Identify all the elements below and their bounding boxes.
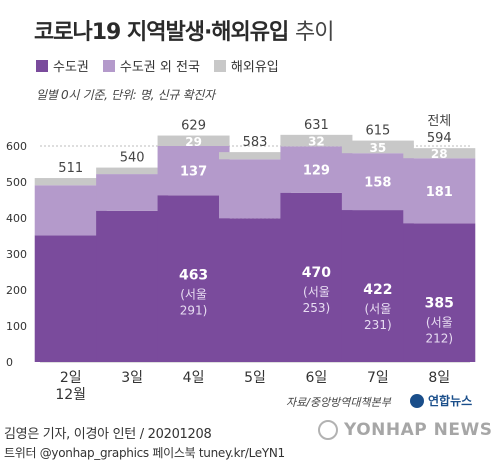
bar-segment [403, 158, 476, 224]
legend-item-overseas: 해외유입 [213, 56, 279, 75]
bar-segment [34, 185, 107, 236]
bar-segment [403, 223, 476, 362]
chart-subtitle: 일별 0시 기준, 단위: 명, 신규 확진자 [36, 88, 215, 102]
bar-total-prefix: 전체 [427, 114, 451, 129]
bar-label-metro: 463 [179, 267, 208, 283]
legend-swatch-overseas [213, 59, 226, 72]
x-tick-label: 2일 [60, 370, 82, 386]
yonhap-logo-icon [410, 393, 424, 408]
bar-segment [157, 195, 230, 362]
bar-label-nonmetro: 158 [364, 176, 391, 191]
chart-title: 코로나19 지역발생·해외유입 추이 [34, 14, 334, 46]
legend: 수도권 수도권 외 전국 해외유입 [36, 56, 279, 75]
bar-segment [341, 153, 414, 211]
bar-segment [96, 174, 169, 211]
y-tick-label: 0 [6, 356, 13, 369]
y-tick-label: 200 [6, 284, 27, 297]
bar-total-label: 583 [243, 135, 268, 150]
bar-label-seoul-count: 212) [425, 331, 453, 345]
bar-segment [280, 134, 353, 147]
y-tick-label: 100 [6, 320, 27, 333]
legend-label-nonmetro: 수도권 외 전국 [119, 60, 200, 75]
bar-total-label: 615 [365, 124, 390, 139]
bar-segment [96, 167, 169, 175]
title-light: 추이 [294, 20, 334, 45]
credit-line: 김영은 기자, 이경아 인턴 / 20201208 [4, 427, 212, 442]
bar-segment [219, 159, 291, 219]
bar-label-metro: 385 [425, 295, 454, 311]
bar-label-seoul: (서울 [426, 315, 453, 329]
bar-label-nonmetro: 129 [303, 164, 330, 179]
yonhap-logo: 연합뉴스 [410, 392, 472, 409]
bar-total-label: 511 [58, 161, 83, 176]
bar-segment [219, 218, 291, 362]
y-tick-label: 400 [6, 212, 27, 225]
bar-label-seoul-count: 253) [303, 301, 331, 315]
bar-label-overseas: 28 [431, 147, 448, 161]
x-tick-label: 4일 [183, 370, 205, 386]
bar-label-seoul-count: 291) [180, 303, 208, 317]
bar-segment [34, 178, 107, 186]
bar-segment [280, 146, 353, 193]
bar-label-seoul: (서울 [303, 285, 330, 299]
bar-segment [341, 210, 414, 362]
x-tick-sublabel: 12월 [55, 387, 86, 403]
watermark: YONHAP NEWS [318, 420, 492, 440]
x-tick-label: 8일 [428, 370, 450, 386]
bar-segment [341, 140, 414, 154]
bar-segment [96, 210, 169, 362]
contact-line: 트위터 @yonhap_graphics 페이스북 tuney.kr/LeYN1 [4, 446, 285, 460]
legend-item-metro: 수도권 [36, 56, 89, 75]
bar-label-overseas: 35 [370, 141, 387, 155]
x-tick-label: 7일 [367, 370, 389, 386]
legend-label-overseas: 해외유입 [230, 60, 279, 75]
watermark-icon [318, 420, 338, 440]
bar-label-seoul: (서울 [180, 287, 207, 301]
title-main: 코로나19 지역발생·해외유입 [34, 20, 289, 45]
bar-label-metro: 422 [363, 282, 392, 298]
bar-segment [403, 148, 476, 159]
bar-segment [34, 235, 107, 362]
bar-label-overseas: 29 [185, 135, 202, 149]
bar-label-seoul-count: 231) [364, 318, 392, 332]
bar-segment [219, 152, 291, 160]
watermark-text: YONHAP NEWS [344, 420, 493, 440]
bar-total-label: 594 [427, 131, 452, 146]
y-tick-label: 600 [6, 140, 27, 153]
x-tick-label: 5일 [244, 370, 266, 386]
source-note: 자료/중앙방역대책본부 [286, 396, 391, 409]
legend-swatch-metro [36, 59, 48, 72]
bar-segment [280, 192, 353, 362]
bar-segment [157, 135, 230, 146]
bar-total-label: 631 [304, 118, 329, 133]
y-tick-label: 300 [6, 248, 27, 261]
bar-segment [157, 146, 230, 196]
bar-label-nonmetro: 137 [180, 165, 207, 180]
bar-label-metro: 470 [302, 265, 331, 281]
legend-item-nonmetro: 수도권 외 전국 [102, 56, 200, 75]
yonhap-logo-text: 연합뉴스 [428, 394, 473, 408]
legend-swatch-nonmetro [102, 59, 115, 72]
x-tick-label: 3일 [121, 370, 143, 386]
y-tick-label: 500 [6, 176, 27, 189]
bar-total-label: 540 [120, 151, 145, 166]
bar-label-seoul: (서울 [364, 302, 391, 316]
legend-label-metro: 수도권 [53, 60, 89, 75]
bar-total-label: 629 [181, 119, 206, 134]
x-tick-label: 6일 [306, 370, 328, 386]
bar-label-nonmetro: 181 [426, 185, 453, 200]
bar-label-overseas: 32 [308, 135, 325, 149]
